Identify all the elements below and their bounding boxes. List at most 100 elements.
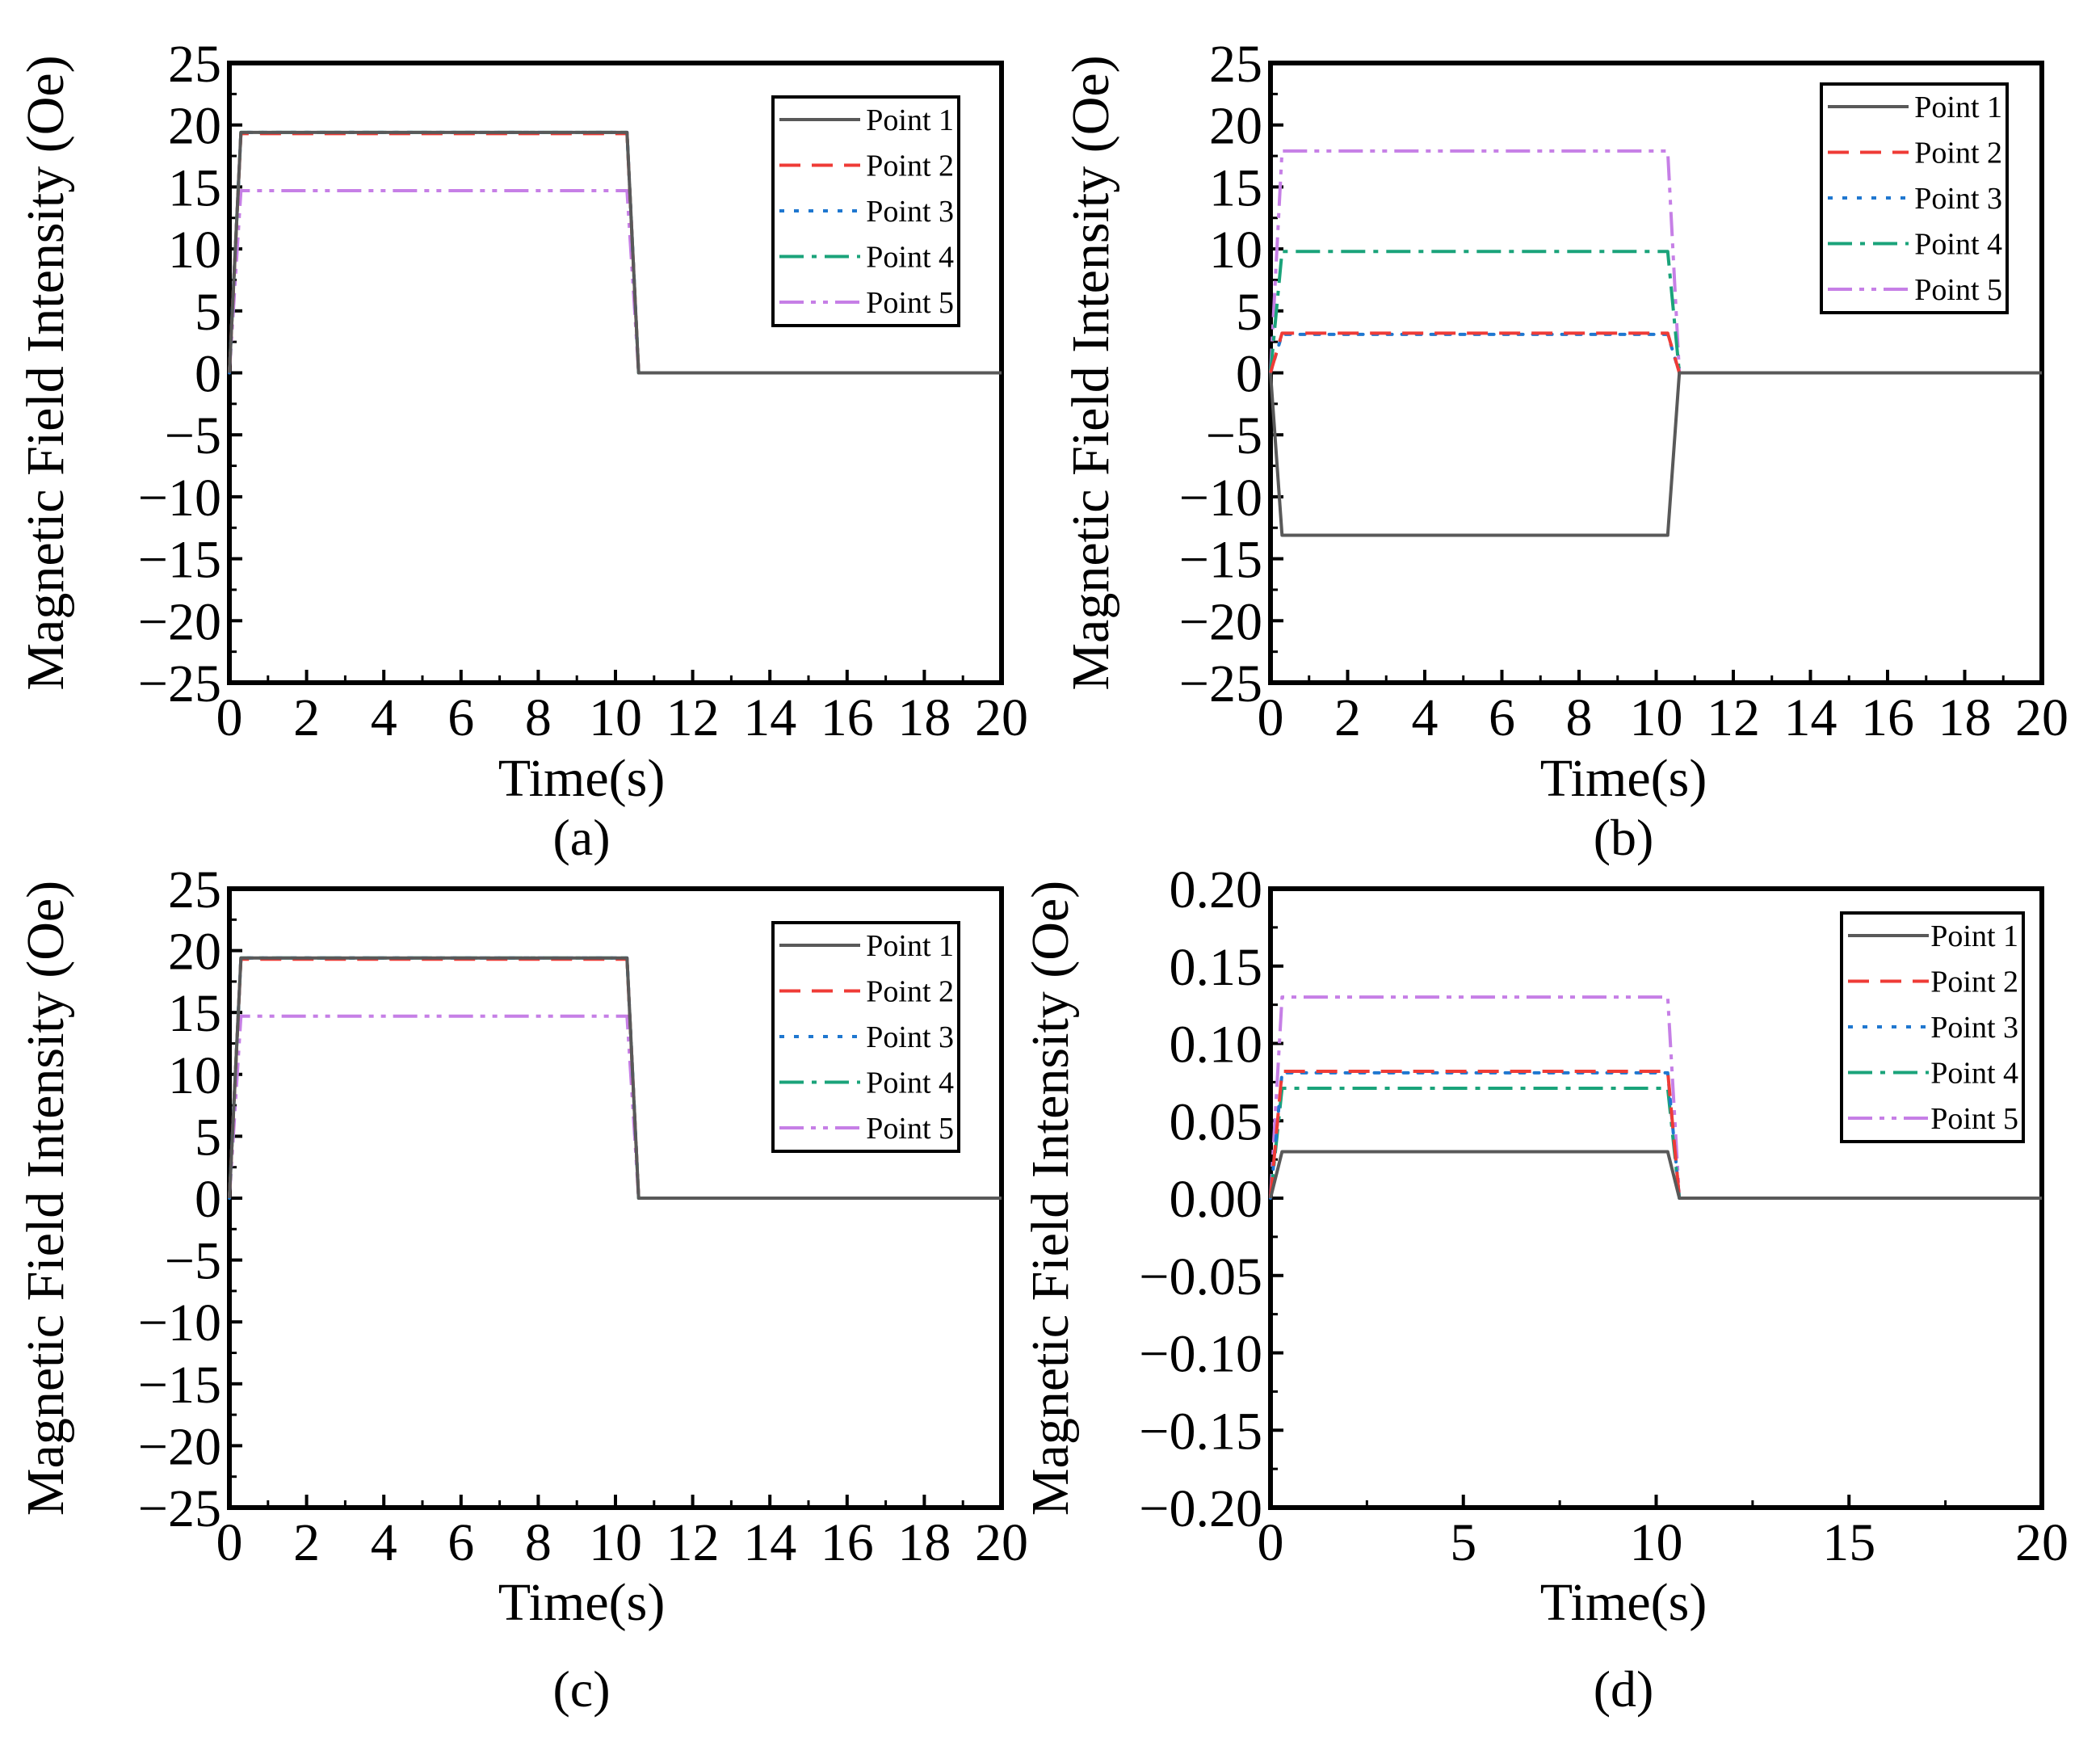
y-tick-label: −0.10 — [1139, 1325, 1262, 1384]
x-tick-label: 0 — [216, 688, 243, 747]
legend-box — [1820, 82, 2009, 314]
legend-box — [771, 921, 960, 1153]
y-tick-label: 25 — [168, 35, 221, 94]
y-tick-label: −0.05 — [1139, 1247, 1262, 1306]
y-tick-label: 20 — [168, 923, 221, 982]
series-line-point-1 — [1269, 1150, 2042, 1200]
y-tick-label: 0 — [195, 345, 221, 404]
y-tick-label: −25 — [138, 1479, 221, 1538]
y-tick-label: −15 — [1179, 531, 1262, 590]
legend-label-point-2: Point 2 — [1930, 965, 2018, 999]
series-line-point-1 — [1269, 371, 2042, 537]
legend-box — [1840, 911, 2025, 1143]
legend-label-point-1: Point 1 — [1914, 90, 2002, 124]
legend: Point 1 Point 2 Point 3 Point 4 Point 5 — [1820, 82, 2009, 314]
x-tick-label: 10 — [589, 688, 642, 747]
y-axis-title: Magnetic Field Intensity (Oe) — [16, 55, 75, 690]
legend-label-point-5: Point 5 — [1930, 1102, 2018, 1136]
legend-label-point-5: Point 5 — [866, 286, 954, 320]
y-tick-label: 20 — [168, 97, 221, 156]
x-tick-label: 15 — [1822, 1513, 1875, 1572]
legend-label-point-4: Point 4 — [866, 1066, 954, 1100]
y-tick-label: −20 — [1179, 592, 1262, 651]
x-tick-label: 14 — [743, 688, 796, 747]
legend-label-point-1: Point 1 — [866, 103, 954, 137]
x-tick-label: 20 — [2015, 1513, 2068, 1572]
y-tick-label: 10 — [1209, 221, 1262, 280]
series-line-point-1 — [228, 956, 1002, 1200]
y-tick-label: 25 — [168, 860, 221, 919]
series-line-point-1 — [228, 130, 1002, 375]
legend-box — [771, 95, 960, 327]
legend-label-point-3: Point 3 — [866, 195, 954, 229]
legend-label-point-1: Point 1 — [1930, 919, 2018, 953]
x-tick-label: 6 — [1489, 688, 1515, 747]
x-tick-label: 12 — [1707, 688, 1760, 747]
x-tick-label: 4 — [371, 688, 397, 747]
chart-panel-a: 0 2 4 6 8 10 12 14 16 18 20−25−20−15−10−5051015202… — [16, 35, 1028, 866]
legend-label-point-2: Point 2 — [1914, 137, 2002, 170]
y-tick-label: 0.00 — [1170, 1170, 1263, 1229]
y-tick-label: 5 — [195, 283, 221, 342]
x-tick-label: 8 — [525, 1513, 552, 1572]
x-tick-label: 6 — [447, 688, 474, 747]
x-tick-label: 18 — [1938, 688, 1992, 747]
y-tick-label: −0.15 — [1139, 1402, 1262, 1461]
chart-panel-b: 0 2 4 6 8 10 12 14 16 18 20−25−20−15−10−5051015202… — [1061, 35, 2068, 866]
legend-label-point-3: Point 3 — [1914, 182, 2002, 216]
y-tick-label: −5 — [1206, 406, 1262, 465]
legend-label-point-3: Point 3 — [1930, 1011, 2018, 1045]
y-tick-label: −25 — [1179, 654, 1262, 713]
x-axis-title: Time(s) — [1540, 1573, 1707, 1632]
legend-label-point-1: Point 1 — [866, 929, 954, 963]
y-tick-label: −20 — [138, 1417, 221, 1476]
y-tick-label: −15 — [138, 531, 221, 590]
legend-label-point-4: Point 4 — [1914, 228, 2002, 262]
x-tick-label: 16 — [821, 1513, 874, 1572]
panel-caption: (a) — [552, 809, 610, 866]
y-axis-title: Magnetic Field Intensity (Oe) — [1021, 881, 1080, 1516]
x-tick-label: 16 — [1861, 688, 1914, 747]
chart-panel-c: 0 2 4 6 8 10 12 14 16 18 20−25−20−15−10−5051015202… — [16, 860, 1028, 1718]
y-tick-label: −5 — [165, 406, 221, 465]
legend-label-point-2: Point 2 — [866, 149, 954, 183]
x-tick-label: 20 — [2015, 688, 2068, 747]
panel-caption: (b) — [1594, 809, 1654, 866]
y-tick-label: 25 — [1209, 35, 1262, 94]
y-tick-label: −25 — [138, 654, 221, 713]
x-tick-label: 5 — [1450, 1513, 1476, 1572]
y-tick-label: 0.20 — [1170, 860, 1263, 919]
x-tick-label: 12 — [666, 688, 720, 747]
y-tick-label: −10 — [138, 1293, 221, 1352]
y-tick-label: −10 — [138, 469, 221, 528]
chart-panel-d: 0 5 10 15 20 −0.20 −0.15 −0.10 −0.05 0.00 0.05 0.10… — [1021, 860, 2068, 1718]
legend-label-point-2: Point 2 — [866, 975, 954, 1009]
y-tick-label: 0.10 — [1170, 1016, 1263, 1075]
y-axis-title: Magnetic Field Intensity (Oe) — [16, 881, 75, 1516]
x-tick-label: 20 — [975, 1513, 1028, 1572]
y-tick-label: 15 — [1209, 158, 1262, 217]
x-axis-title: Time(s) — [1540, 749, 1707, 808]
x-tick-label: 10 — [1630, 688, 1683, 747]
x-tick-label: 8 — [1566, 688, 1593, 747]
legend-label-point-5: Point 5 — [866, 1112, 954, 1146]
y-tick-label: 20 — [1209, 97, 1262, 156]
x-tick-label: 0 — [1258, 1513, 1284, 1572]
x-tick-label: 8 — [525, 688, 552, 747]
legend-label-point-4: Point 4 — [866, 241, 954, 275]
legend: Point 1 Point 2 Point 3 Point 4 Point 5 — [771, 95, 960, 327]
y-axis-title: Magnetic Field Intensity (Oe) — [1061, 55, 1120, 690]
panel-caption: (d) — [1594, 1660, 1654, 1718]
x-tick-label: 20 — [975, 688, 1028, 747]
series-line-point-4 — [1269, 250, 2042, 375]
x-axis-title: Time(s) — [498, 749, 666, 808]
x-tick-label: 6 — [447, 1513, 474, 1572]
x-tick-label: 12 — [666, 1513, 720, 1572]
legend: Point 1 Point 2 Point 3 Point 4 Point 5 — [1840, 911, 2025, 1143]
x-tick-label: 14 — [1784, 688, 1838, 747]
y-tick-label: −0.20 — [1139, 1479, 1262, 1538]
x-tick-label: 10 — [1630, 1513, 1683, 1572]
y-tick-label: 0.05 — [1170, 1092, 1263, 1151]
x-tick-label: 18 — [897, 688, 951, 747]
